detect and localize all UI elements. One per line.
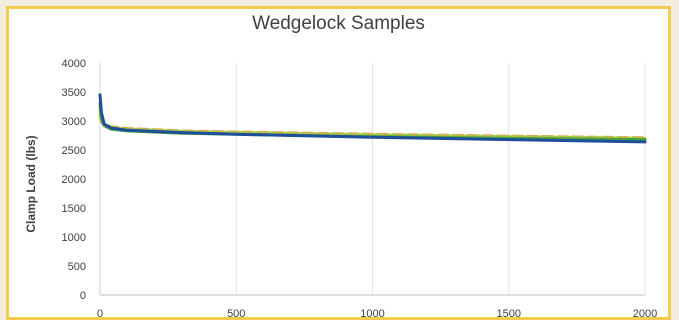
y-tick-label: 1000	[62, 232, 86, 244]
series-line	[98, 93, 647, 144]
grid-lines	[235, 63, 646, 295]
chart-frame: Wedgelock Samples Clamp Load (lbs) 0 500 1…	[6, 6, 671, 320]
y-tick-label: 1500	[62, 203, 86, 215]
series-lines	[98, 93, 647, 144]
x-tick-label: 0	[97, 308, 103, 317]
plot-area: 0 500 1000 1500 2000 0 500 1000 1500 2000 2500 3000…	[62, 58, 658, 317]
x-tick-label: 1500	[497, 308, 521, 317]
tick-labels: 0 500 1000 1500 2000 0 500 1000 1500 2000 2500 3000…	[62, 58, 658, 317]
x-tick-label: 500	[227, 308, 245, 317]
y-tick-label: 4000	[62, 58, 86, 70]
x-tick-label: 2000	[633, 308, 657, 317]
chart-title: Wedgelock Samples	[252, 13, 425, 34]
y-tick-label: 2000	[62, 174, 86, 186]
y-tick-label: 3000	[62, 116, 86, 128]
x-tick-label: 1000	[360, 308, 384, 317]
y-tick-label: 0	[80, 290, 86, 302]
y-tick-label: 500	[68, 261, 86, 273]
y-tick-label: 2500	[62, 145, 86, 157]
y-tick-label: 3500	[62, 87, 86, 99]
